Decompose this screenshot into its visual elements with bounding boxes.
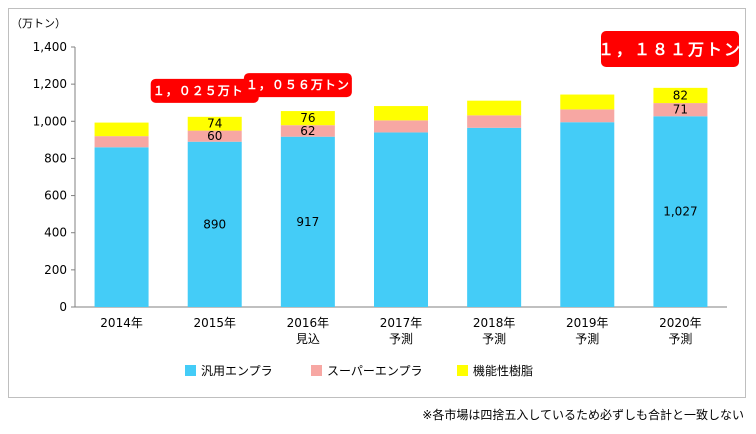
y-tick-label: 400 [44,226,67,240]
y-tick-label: 1,000 [33,114,67,128]
x-category-label: 2015年 [193,316,236,330]
bar-segment [94,136,149,148]
bar-segment [653,103,708,117]
y-tick-label: 0 [59,300,67,314]
x-category-label: 予測 [482,332,506,346]
total-callout-label: １，１８１万トン [598,40,742,59]
x-category-label: 予測 [575,332,599,346]
bar-segment [374,132,428,307]
y-tick-label: 600 [44,189,67,203]
bar-data-label: 76 [300,111,315,125]
stacked-bar-chart: （万トン） 0 200 400 600 800 1,000 1,200 1,400 2014年 2… [11,17,742,378]
bar-segment [467,127,522,308]
bar-segment [187,116,242,131]
total-callout-label: １，０２５万トン [153,84,257,98]
y-axis-unit-label: （万トン） [11,17,66,30]
bar-data-label: 71 [673,103,688,117]
legend-swatch [311,365,322,376]
bar-segment [187,141,242,307]
legend-swatch [185,365,196,376]
x-category-label: 2020年 [659,316,702,330]
bar-segment [280,136,335,307]
bar-segment [560,94,615,110]
bar-data-label: 890 [203,217,226,231]
bar-segment [374,106,428,121]
bar-segment [653,87,708,104]
x-category-label: 予測 [389,332,413,346]
total-callout-box [243,73,352,98]
x-category-label: 2016年 [287,316,330,330]
x-category-label: 予測 [668,332,692,346]
bar-segment [653,116,708,308]
bar-segment [374,120,428,133]
y-tick-label: 800 [44,151,67,165]
bar-segment [280,125,335,137]
total-callout-box [601,31,739,67]
bar-segment [280,111,335,126]
x-category-label: 2014年 [100,316,143,330]
total-callout-box [150,78,259,103]
x-category-label: 2018年 [473,316,516,330]
x-category-label: 2019年 [566,316,609,330]
x-category-label: 見込 [296,332,320,346]
y-tick-label: 200 [44,263,67,277]
chart-frame: （万トン） 0 200 400 600 800 1,000 1,200 1,400 2014年 2… [8,8,746,398]
legend-label: 機能性樹脂 [473,363,533,378]
bar-data-label: 74 [207,117,222,131]
bar-data-label: 62 [300,124,315,138]
bar-data-label: 1,027 [663,205,697,219]
bar-segment [187,130,242,142]
y-tick-label: 1,200 [33,77,67,91]
y-tick-label: 1,400 [33,40,67,54]
bar-segment [560,122,615,307]
bar-segment [94,147,149,307]
legend-label: 汎用エンプラ [201,364,273,378]
legend-label: スーパーエンプラ [327,364,423,378]
x-category-label: 2017年 [380,316,423,330]
bar-segment [467,100,522,116]
footnote: ※各市場は四捨五入しているため必ずしも合計と一致しない [422,408,744,422]
legend-swatch [457,365,468,376]
bar-data-label: 917 [296,215,319,229]
bar-data-label: 82 [673,88,688,102]
bar-segment [94,122,149,137]
total-callout-label: １，０５６万トン [246,78,350,92]
bar-segment [467,115,522,128]
bar-data-label: 60 [207,129,222,143]
bar-segment [560,109,615,123]
